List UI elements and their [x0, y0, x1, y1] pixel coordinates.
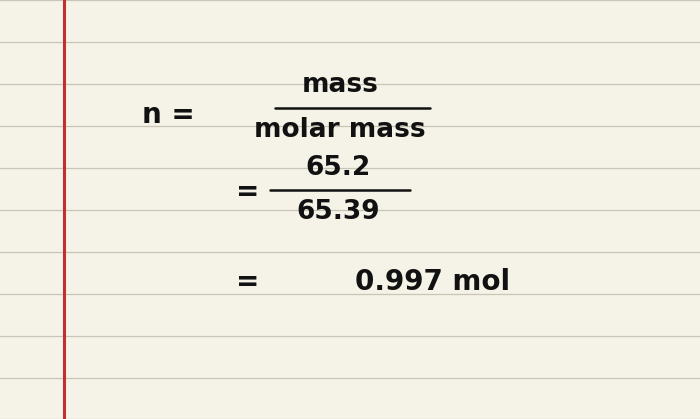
Text: =: = [237, 268, 260, 296]
Text: 65.39: 65.39 [296, 199, 380, 225]
Text: 0.997 mol: 0.997 mol [355, 268, 510, 296]
Text: 65.2: 65.2 [305, 155, 370, 181]
Text: n =: n = [142, 101, 195, 129]
Text: =: = [237, 178, 260, 206]
Text: mass: mass [302, 72, 379, 98]
Text: molar mass: molar mass [254, 117, 426, 143]
